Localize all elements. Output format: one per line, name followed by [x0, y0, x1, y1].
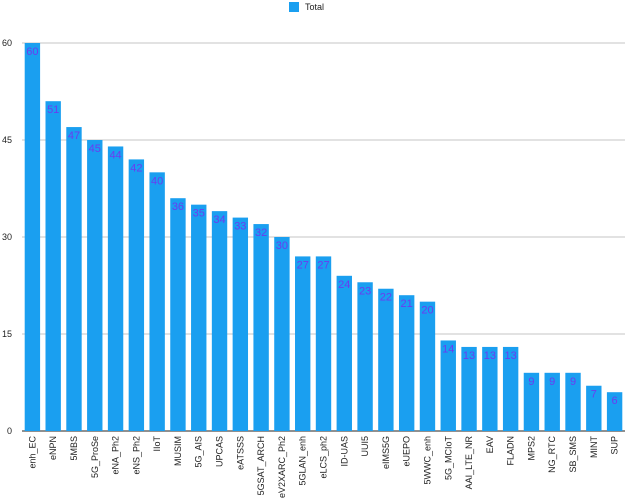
legend-label: Total [305, 2, 325, 12]
bar [253, 224, 269, 431]
data-label: 7 [591, 389, 597, 401]
bar [87, 140, 103, 431]
bar [24, 43, 41, 431]
data-label: 30 [276, 240, 288, 252]
x-tick-label: eV2XARC_Ph2 [277, 436, 287, 498]
bar [419, 301, 436, 431]
x-tick-label: 5MBS [69, 436, 79, 461]
bar [586, 385, 602, 431]
data-label: 42 [130, 162, 142, 174]
data-label: 24 [338, 279, 350, 291]
x-tick-label: eIMS5G [381, 436, 391, 469]
data-label: 21 [401, 298, 413, 310]
data-label: 34 [213, 214, 225, 226]
data-label: 44 [109, 149, 121, 161]
x-tick-label: 5WWC_enh [422, 436, 432, 485]
bar [378, 288, 394, 431]
bar [606, 392, 623, 431]
x-tick-label: 5GLAN_enh [298, 436, 308, 486]
data-label: 13 [505, 350, 517, 362]
data-label: 9 [549, 376, 555, 388]
x-tick-label: ID-UAS [339, 436, 349, 467]
x-tick-label: eUEPO [402, 436, 412, 467]
x-tick-label: AAI_LTE_NR [464, 436, 474, 490]
bar [128, 159, 145, 431]
x-tick-label: UUI5 [360, 436, 370, 457]
y-tick-label: 15 [2, 329, 12, 339]
y-tick-label: 45 [2, 135, 12, 145]
bar [357, 282, 373, 431]
bar [149, 172, 165, 432]
bar [211, 211, 228, 431]
bar [274, 237, 290, 431]
data-label: 13 [463, 350, 475, 362]
data-label: 14 [442, 343, 454, 355]
data-label: 45 [89, 143, 101, 155]
x-tick-label: eNA_Ph2 [111, 436, 121, 475]
y-tick-label: 60 [2, 38, 12, 48]
x-tick-label: IIoT [152, 436, 162, 452]
x-tick-label: enh_EC [27, 436, 37, 469]
data-label: 40 [151, 175, 163, 187]
data-label: 36 [172, 201, 184, 213]
legend: Total [289, 0, 324, 14]
x-tick-label: MPS2 [526, 436, 536, 461]
bar [482, 346, 498, 431]
bar [398, 295, 415, 431]
x-tick-label: FLADN [506, 436, 516, 466]
bar [565, 372, 581, 431]
data-label: 22 [380, 292, 392, 304]
bar [295, 256, 311, 431]
x-tick-label: SUP [610, 436, 620, 455]
bar [544, 372, 560, 431]
data-label: 35 [193, 208, 205, 220]
x-tick-label: 5G_MCIoT [443, 436, 453, 481]
bar [232, 217, 249, 431]
data-label: 9 [528, 376, 534, 388]
data-label: 20 [421, 305, 433, 317]
data-label: 13 [484, 350, 496, 362]
data-label: 60 [26, 46, 38, 58]
data-label: 27 [317, 259, 329, 271]
x-tick-label: 5G_AIS [194, 436, 204, 468]
bar [315, 256, 332, 431]
x-tick-label: eLCS_ph2 [319, 436, 329, 479]
bar [170, 198, 186, 431]
x-tick-label: eNS_Ph2 [131, 436, 141, 475]
bar [336, 275, 352, 431]
data-label: 47 [68, 130, 80, 142]
x-tick-label: eNPN [48, 436, 58, 460]
data-label: 27 [297, 259, 309, 271]
data-label: 51 [47, 104, 59, 116]
bar [502, 346, 519, 431]
data-label: 23 [359, 285, 371, 297]
x-tick-label: 5G_ProSe [90, 436, 100, 478]
y-tick-label: 30 [2, 232, 12, 242]
x-tick-label: EAV [485, 436, 495, 453]
x-tick-label: MUSIM [173, 436, 183, 466]
x-tick-label: 5GSAT_ARCH [256, 436, 266, 495]
bar [45, 101, 61, 431]
data-label: 32 [255, 227, 267, 239]
x-tick-label: SB_SMS [568, 436, 578, 473]
bar [461, 346, 477, 431]
x-tick-label: MINT [589, 436, 599, 458]
data-label: 33 [234, 221, 246, 233]
x-tick-label: eATSSS [235, 436, 245, 470]
data-label: 6 [612, 395, 618, 407]
legend-swatch [289, 2, 299, 12]
bar [523, 372, 540, 431]
bar [191, 204, 207, 431]
x-tick-label: UPCAS [215, 436, 225, 467]
data-label: 9 [570, 376, 576, 388]
bar [107, 146, 124, 431]
x-tick-label: NG_RTC [547, 436, 557, 473]
bar [66, 127, 82, 432]
bar [440, 340, 456, 431]
y-tick-label: 0 [7, 426, 12, 436]
